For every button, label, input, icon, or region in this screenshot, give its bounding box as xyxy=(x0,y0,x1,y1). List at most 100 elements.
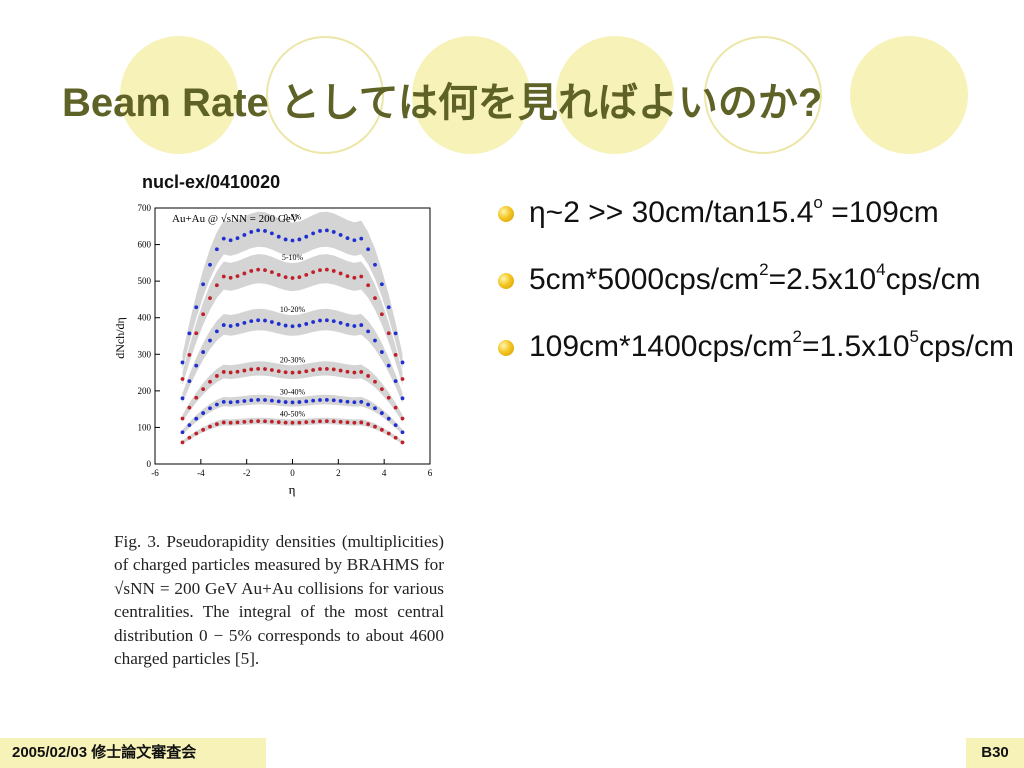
data-point xyxy=(201,427,206,432)
data-point xyxy=(338,419,343,424)
data-point xyxy=(263,398,267,402)
data-point xyxy=(290,276,295,280)
data-point xyxy=(318,367,322,371)
data-point xyxy=(386,305,391,310)
data-point xyxy=(331,319,336,324)
bullet-dot-icon xyxy=(498,273,514,289)
data-point xyxy=(338,271,343,276)
series-label: 5-10% xyxy=(282,253,304,262)
deco-circle-2 xyxy=(266,36,384,154)
series-label: 20-30% xyxy=(280,355,306,364)
data-point xyxy=(345,420,350,425)
superscript: 2 xyxy=(759,260,769,279)
data-point xyxy=(263,367,267,371)
x-tick-label: -6 xyxy=(151,468,159,478)
x-tick-label: 0 xyxy=(290,468,295,478)
data-point xyxy=(373,296,377,301)
figure-caption: Fig. 3. Pseudorapidity densities (multip… xyxy=(114,532,444,669)
data-point xyxy=(290,370,295,375)
data-point xyxy=(304,399,309,404)
data-point xyxy=(386,431,391,436)
data-point xyxy=(249,367,254,372)
data-point xyxy=(366,329,371,334)
data-point xyxy=(242,271,247,276)
data-point xyxy=(318,398,322,402)
data-point xyxy=(324,419,329,424)
data-point xyxy=(400,396,405,401)
data-point xyxy=(228,420,233,425)
error-band xyxy=(182,211,403,370)
data-point xyxy=(194,331,199,336)
data-point xyxy=(201,282,206,287)
data-point xyxy=(311,270,316,275)
data-point xyxy=(324,366,329,371)
data-point xyxy=(345,274,350,278)
series-label: 30-40% xyxy=(280,387,306,396)
data-point xyxy=(269,320,274,324)
y-axis: 0 100 200 300 400 500 600 700 xyxy=(138,203,160,469)
data-point xyxy=(283,237,288,242)
data-point xyxy=(393,405,398,410)
chart-title: Au+Au @ √sNN = 200 GeV xyxy=(172,213,299,225)
data-point xyxy=(379,411,384,415)
bullet-item: 5cm*5000cps/cm2=2.5x104cps/cm xyxy=(496,261,986,298)
data-point xyxy=(366,422,371,427)
data-point xyxy=(256,267,261,272)
data-point xyxy=(311,368,316,372)
data-point xyxy=(249,230,254,234)
data-point xyxy=(345,236,350,241)
data-point xyxy=(256,397,261,402)
data-point xyxy=(214,374,219,378)
superscript: 2 xyxy=(792,327,802,346)
data-point xyxy=(331,398,336,403)
bullet-dot-icon xyxy=(498,206,514,222)
data-point xyxy=(393,331,398,336)
data-point xyxy=(318,229,322,233)
data-point xyxy=(208,338,212,343)
error-band xyxy=(182,308,403,403)
data-point xyxy=(379,350,384,354)
data-point xyxy=(393,423,398,428)
data-point xyxy=(235,399,240,404)
data-point xyxy=(221,370,226,374)
data-point xyxy=(269,231,274,236)
data-point xyxy=(366,283,371,288)
y-tick-label: 100 xyxy=(138,422,152,432)
data-point xyxy=(276,420,281,425)
y-tick-label: 600 xyxy=(138,240,152,250)
data-point xyxy=(276,399,281,404)
data-point xyxy=(228,238,233,243)
data-point xyxy=(221,274,226,279)
data-point xyxy=(235,322,240,327)
data-point xyxy=(386,416,391,421)
bullet-text: 109cm*1400cps/cm2=1.5x105cps/cm xyxy=(529,327,1015,363)
data-point xyxy=(331,419,336,424)
data-point xyxy=(263,229,267,233)
data-point xyxy=(386,331,391,336)
data-point xyxy=(283,420,288,425)
data-point xyxy=(201,411,206,415)
data-point xyxy=(249,269,254,273)
data-point xyxy=(352,324,357,328)
data-point xyxy=(379,282,384,287)
bullet-item: 109cm*1400cps/cm2=1.5x105cps/cm xyxy=(496,328,1014,365)
y-tick-label: 700 xyxy=(138,203,152,213)
data-point xyxy=(324,397,329,402)
data-point xyxy=(311,398,316,403)
error-bands xyxy=(182,211,403,444)
data-point xyxy=(373,424,377,429)
data-point xyxy=(359,236,364,241)
data-point xyxy=(290,400,295,405)
deco-circle-4 xyxy=(556,36,674,154)
data-point xyxy=(214,422,219,427)
data-point xyxy=(208,262,212,267)
data-point xyxy=(276,234,281,239)
data-point xyxy=(269,368,274,372)
page-number: B30 xyxy=(966,738,1024,768)
data-point xyxy=(386,363,391,368)
data-point xyxy=(338,321,343,325)
data-point xyxy=(214,329,219,334)
data-point xyxy=(269,398,274,403)
data-point xyxy=(263,419,267,424)
data-point xyxy=(187,353,192,357)
